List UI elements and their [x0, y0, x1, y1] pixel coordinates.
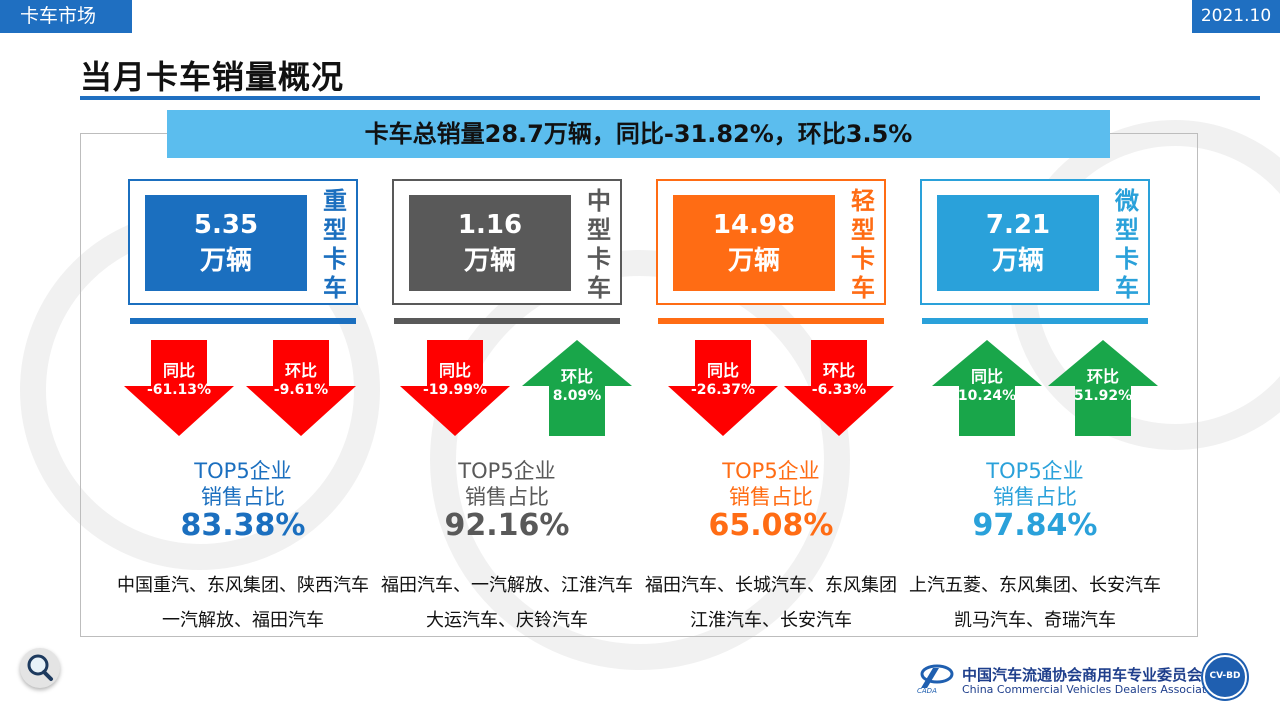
category-label: 中型卡车 — [587, 187, 611, 302]
mom-value: 51.92% — [1073, 388, 1133, 404]
association-name-cn: 中国汽车流通协会商用车专业委员会 — [962, 666, 1203, 684]
sales-value: 5.35 — [193, 210, 259, 240]
mom-label: 环比 — [822, 361, 855, 380]
sales-value-box: 14.98 万辆 — [673, 195, 835, 291]
mom-value: -6.33% — [811, 382, 867, 398]
mom-value: 8.09% — [552, 388, 602, 404]
top5-share: 97.84% — [972, 508, 1098, 543]
title-divider — [80, 96, 1260, 100]
top5-title: TOP5企业 销售占比 — [392, 458, 622, 510]
yoy-arrow-down-icon: 同比 -19.99% — [400, 340, 510, 436]
top5-title-line1: TOP5企业 — [458, 459, 556, 483]
yoy-value: -26.37% — [690, 382, 756, 398]
association-logo-icon: CADA — [915, 662, 955, 695]
top5-firms-line2: 一汽解放、福田汽车 — [162, 610, 324, 631]
top5-firms-line1: 中国重汽、东风集团、陕西汽车 — [117, 575, 369, 596]
sales-value: 14.98 — [712, 210, 796, 240]
top5-firms-line2: 凯马汽车、奇瑞汽车 — [954, 610, 1116, 631]
yoy-label: 同比 — [438, 361, 471, 380]
sales-unit: 万辆 — [199, 246, 252, 276]
sales-unit: 万辆 — [463, 246, 516, 276]
category-card: 14.98 万辆 轻型卡车 — [656, 179, 886, 305]
date-tag: 2021.10 — [1192, 0, 1280, 33]
mom-label: 环比 — [560, 367, 593, 386]
cvbd-badge-text: CV-BD — [1209, 671, 1241, 681]
top5-title: TOP5企业 销售占比 — [128, 458, 358, 510]
top5-title: TOP5企业 销售占比 — [656, 458, 886, 510]
mom-arrow-up-icon: 环比 51.92% — [1048, 340, 1158, 436]
top5-title-line1: TOP5企业 — [722, 459, 820, 483]
yoy-label: 同比 — [162, 361, 195, 380]
top5-firms-line2: 江淮汽车、长安汽车 — [690, 610, 852, 631]
sales-value-box: 5.35 万辆 — [145, 195, 307, 291]
yoy-label: 同比 — [970, 367, 1003, 386]
category-card: 7.21 万辆 微型卡车 — [920, 179, 1150, 305]
yoy-label: 同比 — [706, 361, 739, 380]
yoy-value: -19.99% — [422, 382, 488, 398]
category-divider — [394, 318, 620, 324]
top5-share: 65.08% — [708, 508, 834, 543]
top5-title: TOP5企业 销售占比 — [920, 458, 1150, 510]
yoy-arrow-down-icon: 同比 -26.37% — [668, 340, 778, 436]
top5-title-line2: 销售占比 — [465, 485, 549, 509]
category-card: 1.16 万辆 中型卡车 — [392, 179, 622, 305]
top5-title-line1: TOP5企业 — [986, 459, 1084, 483]
category-card: 5.35 万辆 重型卡车 — [128, 179, 358, 305]
sales-unit: 万辆 — [727, 246, 780, 276]
sales-value: 1.16 — [457, 210, 523, 240]
summary-banner: 卡车总销量28.7万辆，同比-31.82%，环比3.5% — [167, 110, 1110, 158]
top5-title-line2: 销售占比 — [201, 485, 285, 509]
category-column-medium: 1.16 万辆 中型卡车同比 -19.99% 环比 8.09% TOP5企业 销售占比 92.1… — [381, 0, 652, 720]
yoy-arrow-down-icon: 同比 -61.13% — [124, 340, 234, 436]
magnifier-icon[interactable] — [20, 648, 60, 688]
category-column-heavy: 5.35 万辆 重型卡车同比 -61.13% 环比 -9.61% TOP5企业 销售占比 83.… — [117, 0, 388, 720]
top5-firms-line1: 福田汽车、长城汽车、东风集团 — [645, 575, 897, 596]
sales-unit: 万辆 — [991, 246, 1044, 276]
category-label: 轻型卡车 — [851, 187, 875, 302]
mom-value: -9.61% — [273, 382, 329, 398]
mom-label: 环比 — [1086, 367, 1119, 386]
category-divider — [658, 318, 884, 324]
mom-arrow-down-icon: 环比 -6.33% — [784, 340, 894, 436]
top5-title-line1: TOP5企业 — [194, 459, 292, 483]
category-divider — [130, 318, 356, 324]
cvbd-badge-icon: CV-BD — [1203, 655, 1247, 699]
association-name-en: China Commercial Vehicles Dealers Associ… — [962, 683, 1223, 696]
sales-value: 7.21 — [985, 210, 1051, 240]
section-tag: 卡车市场 — [0, 0, 132, 33]
top5-title-line2: 销售占比 — [993, 485, 1077, 509]
mom-arrow-down-icon: 环比 -9.61% — [246, 340, 356, 436]
top5-share: 92.16% — [444, 508, 570, 543]
category-label: 微型卡车 — [1115, 187, 1139, 302]
mom-label: 环比 — [284, 361, 317, 380]
category-label: 重型卡车 — [323, 187, 347, 302]
top5-firms-line2: 大运汽车、庆铃汽车 — [426, 610, 588, 631]
category-column-light: 14.98 万辆 轻型卡车同比 -26.37% 环比 -6.33% TOP5企业 销售占比 65… — [645, 0, 916, 720]
category-column-mini: 7.21 万辆 微型卡车同比 10.24% 环比 51.92% TOP5企业 销售占比 97.8… — [909, 0, 1180, 720]
top5-firms-line1: 福田汽车、一汽解放、江淮汽车 — [381, 575, 633, 596]
top5-firms-line1: 上汽五菱、东风集团、长安汽车 — [909, 575, 1161, 596]
page-title: 当月卡车销量概况 — [80, 58, 345, 96]
yoy-arrow-up-icon: 同比 10.24% — [932, 340, 1042, 436]
yoy-value: 10.24% — [957, 388, 1017, 404]
category-divider — [922, 318, 1148, 324]
top5-title-line2: 销售占比 — [729, 485, 813, 509]
sales-value-box: 7.21 万辆 — [937, 195, 1099, 291]
yoy-value: -61.13% — [146, 382, 212, 398]
sales-value-box: 1.16 万辆 — [409, 195, 571, 291]
svg-text:CADA: CADA — [917, 687, 937, 694]
top5-share: 83.38% — [180, 508, 306, 543]
mom-arrow-up-icon: 环比 8.09% — [522, 340, 632, 436]
